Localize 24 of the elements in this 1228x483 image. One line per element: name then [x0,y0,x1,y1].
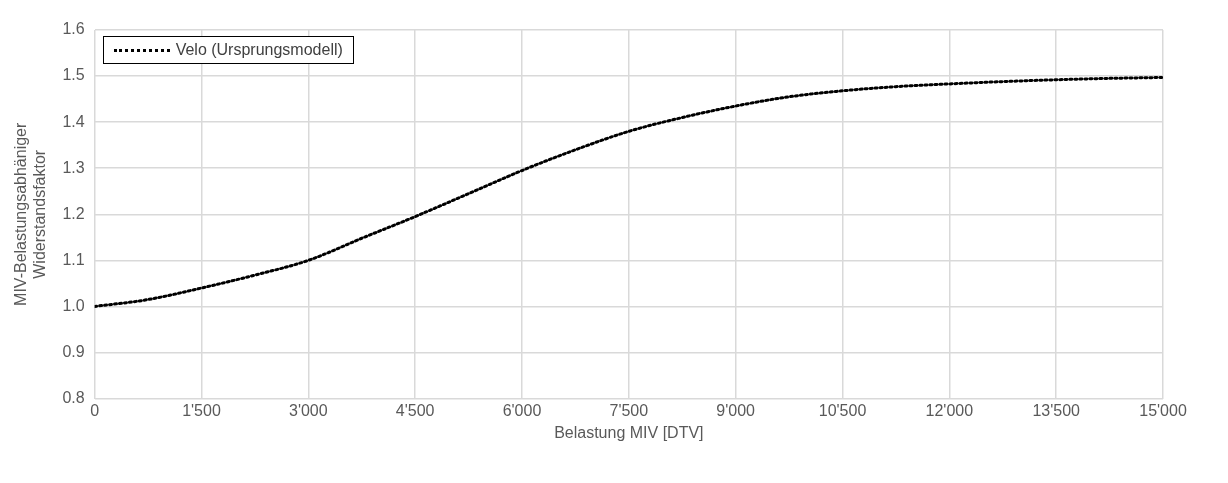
y-tick-label: 1.1 [62,250,85,268]
line-series [94,75,1163,308]
y-tick-label: 1.2 [62,204,85,222]
y-axis-title: MIV-Belastungsabhäniger Widerstandsfaktor [12,122,49,306]
legend-label: Velo (Ursprungsmodell) [175,41,343,59]
x-tick-label: 9'000 [716,401,756,419]
x-tick-label: 13'500 [1032,401,1081,419]
y-tick-label: 1.4 [62,112,85,130]
x-tick-label: 7'500 [609,401,649,419]
x-tick-label: 1'500 [182,401,221,419]
y-tick-label: 1.3 [62,158,85,176]
x-tick-label: 10'500 [818,401,867,419]
x-axis-title: Belastung MIV [DTV] [554,423,704,441]
y-tick-label: 0.8 [62,389,85,407]
y-tick-label: 0.9 [62,342,85,360]
y-tick-label: 1.5 [62,66,85,84]
x-tick-label: 12'000 [925,401,974,419]
x-tick-label: 4'500 [395,401,435,419]
x-tick-label: 0 [90,401,100,419]
y-tick-label: 1.0 [62,296,85,314]
x-tick-label: 6'000 [502,401,542,419]
x-tick-label: 3'000 [288,401,328,419]
y-tick-label: 1.6 [62,20,85,38]
x-tick-label: 15'000 [1139,401,1187,419]
